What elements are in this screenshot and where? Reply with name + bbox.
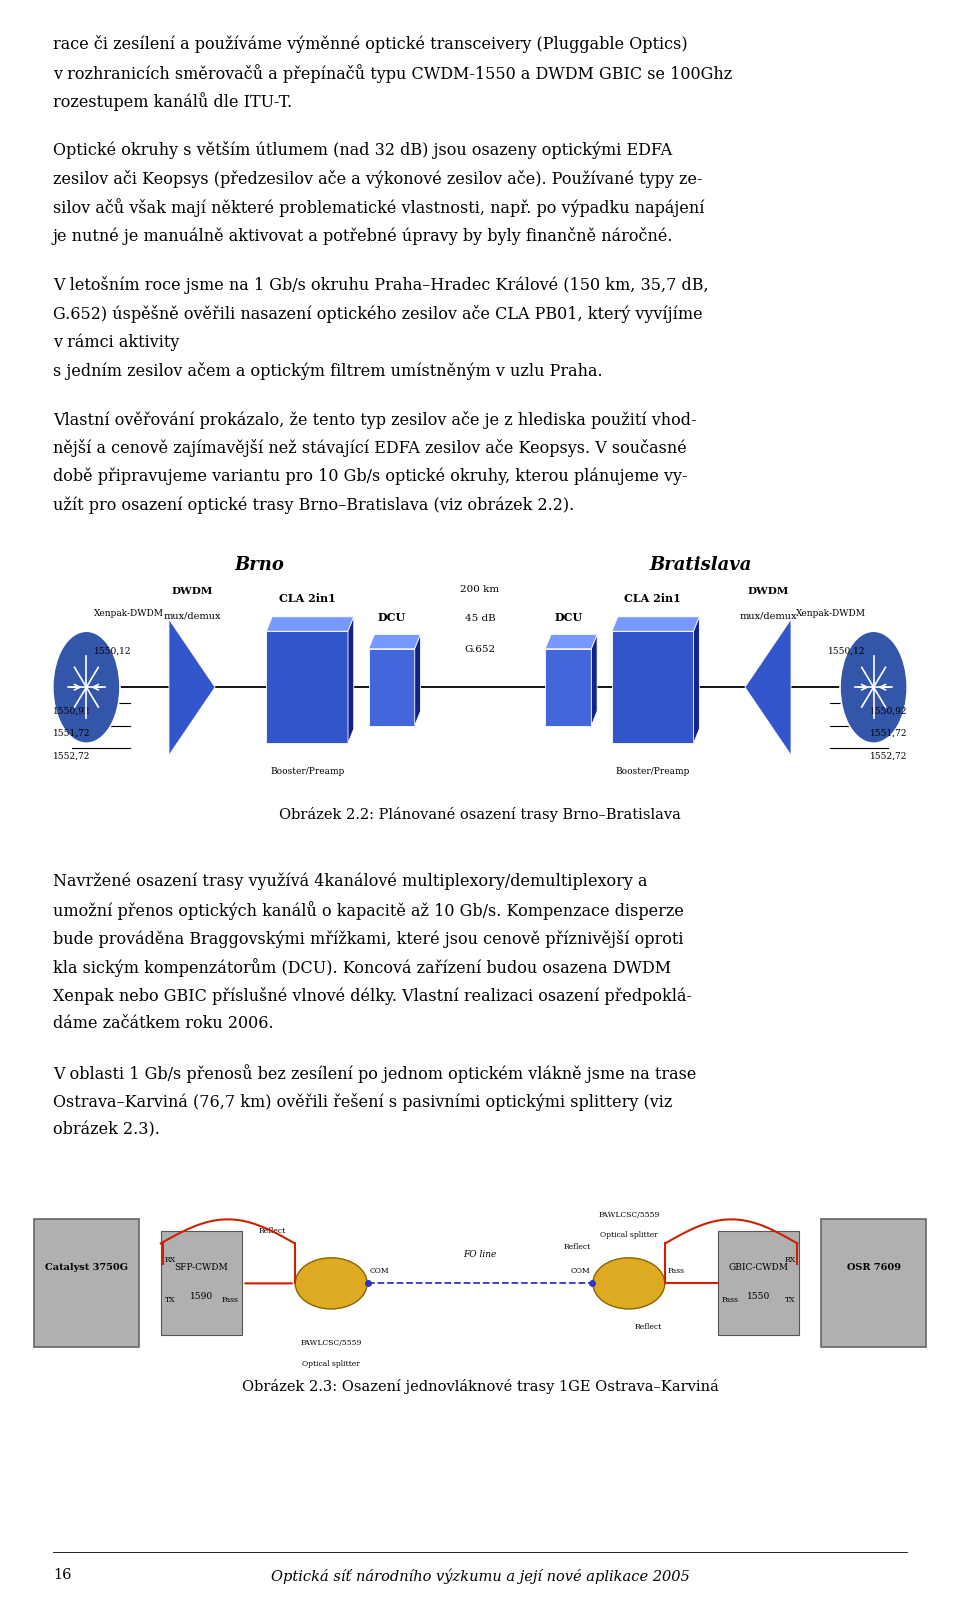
Text: rozestupem kanálů dle ITU-T.: rozestupem kanálů dle ITU-T. <box>53 93 292 110</box>
Text: 16: 16 <box>53 1568 71 1582</box>
Text: DCU: DCU <box>554 613 583 624</box>
Text: 1550,92: 1550,92 <box>870 707 907 715</box>
Text: silov ačů však mají některé problematické vlastnosti, např. po výpadku napájení: silov ačů však mají některé problematick… <box>53 198 705 218</box>
Ellipse shape <box>296 1258 368 1309</box>
Text: Obrázek 2.3: Osazení jednovláknové trasy 1GE Ostrava–Karviná: Obrázek 2.3: Osazení jednovláknové trasy… <box>242 1379 718 1394</box>
Text: RX: RX <box>784 1256 795 1264</box>
Polygon shape <box>415 635 420 726</box>
Text: Optical splitter: Optical splitter <box>600 1230 658 1238</box>
Text: Reflect: Reflect <box>564 1243 590 1251</box>
Circle shape <box>840 632 907 744</box>
Text: Xenpak nebo GBIC příslušné vlnové délky. Vlastní realizaci osazení předpoklá-: Xenpak nebo GBIC příslušné vlnové délky.… <box>53 987 692 1005</box>
FancyBboxPatch shape <box>34 1219 139 1347</box>
Text: PAWLCSC/5559: PAWLCSC/5559 <box>300 1339 362 1347</box>
FancyBboxPatch shape <box>821 1219 926 1347</box>
Polygon shape <box>348 618 353 744</box>
Polygon shape <box>745 619 791 755</box>
Text: CLA 2in1: CLA 2in1 <box>624 594 682 605</box>
Text: dáme začátkem roku 2006.: dáme začátkem roku 2006. <box>53 1016 274 1032</box>
FancyBboxPatch shape <box>267 632 348 744</box>
Text: COM: COM <box>571 1267 590 1275</box>
Text: Bratislava: Bratislava <box>650 557 752 574</box>
Polygon shape <box>612 618 699 632</box>
Text: Ostrava–Karviná (76,7 km) ověřili řešení s pasivními optickými splittery (viz: Ostrava–Karviná (76,7 km) ověřili řešení… <box>53 1093 672 1110</box>
Text: FO line: FO line <box>464 1250 496 1259</box>
Text: PAWLCSC/5559: PAWLCSC/5559 <box>598 1211 660 1219</box>
Text: 1550: 1550 <box>747 1291 770 1301</box>
FancyBboxPatch shape <box>369 650 415 726</box>
Text: bude prováděna Braggovskými mřížkami, které jsou cenově příznivější oproti: bude prováděna Braggovskými mřížkami, kt… <box>53 930 684 947</box>
Text: mux/demux: mux/demux <box>163 611 221 621</box>
Polygon shape <box>693 618 699 744</box>
Text: době připravujeme variantu pro 10 Gb/s optické okruhy, kterou plánujeme vy-: době připravujeme variantu pro 10 Gb/s o… <box>53 467 687 485</box>
Text: COM: COM <box>370 1267 389 1275</box>
Text: DWDM: DWDM <box>747 587 789 597</box>
Text: G.652) úspěšně ověřili nasazení optického zesilov ače CLA PB01, který vyvíjíme: G.652) úspěšně ověřili nasazení optickéh… <box>53 304 703 323</box>
Text: Pass: Pass <box>667 1267 684 1275</box>
Ellipse shape <box>593 1258 665 1309</box>
Text: mux/demux: mux/demux <box>739 611 797 621</box>
Text: V letošním roce jsme na 1 Gb/s okruhu Praha–Hradec Králové (150 km, 35,7 dB,: V letošním roce jsme na 1 Gb/s okruhu Pr… <box>53 277 708 294</box>
Text: Reflect: Reflect <box>258 1227 286 1235</box>
Text: Booster/Preamp: Booster/Preamp <box>615 768 690 776</box>
Polygon shape <box>169 619 215 755</box>
Text: zesilov ači Keopsys (předzesilov ače a výkonové zesilov ače). Používané typy ze-: zesilov ači Keopsys (předzesilov ače a v… <box>53 170 703 187</box>
Text: Xenpak-DWDM: Xenpak-DWDM <box>796 610 866 619</box>
Text: Obrázek 2.2: Plánované osazení trasy Brno–Bratislava: Obrázek 2.2: Plánované osazení trasy Brn… <box>279 808 681 822</box>
Text: Pass: Pass <box>222 1296 238 1304</box>
Text: Optická síť národního výzkumu a její nové aplikace 2005: Optická síť národního výzkumu a její nov… <box>271 1568 689 1584</box>
Text: race či zesílení a používáme výměnné optické transceivery (Pluggable Optics): race či zesílení a používáme výměnné opt… <box>53 35 687 53</box>
Text: Pass: Pass <box>722 1296 738 1304</box>
Text: 1550,12: 1550,12 <box>828 646 866 656</box>
Text: 1552,72: 1552,72 <box>53 752 90 760</box>
Text: OSR 7609: OSR 7609 <box>847 1262 900 1272</box>
Text: RX: RX <box>165 1256 176 1264</box>
Text: G.652: G.652 <box>465 645 495 654</box>
Text: užít pro osazení optické trasy Brno–Bratislava (viz obrázek 2.2).: užít pro osazení optické trasy Brno–Brat… <box>53 496 574 514</box>
Text: 1551,72: 1551,72 <box>870 730 907 738</box>
Text: Catalyst 3750G: Catalyst 3750G <box>45 1262 128 1272</box>
Text: 1550,92: 1550,92 <box>53 707 90 715</box>
Polygon shape <box>267 618 353 632</box>
Circle shape <box>53 632 120 744</box>
Text: umožní přenos optických kanálů o kapacitě až 10 Gb/s. Kompenzace disperze: umožní přenos optických kanálů o kapacit… <box>53 901 684 920</box>
Text: 200 km: 200 km <box>461 586 499 595</box>
Text: Booster/Preamp: Booster/Preamp <box>270 768 345 776</box>
Text: GBIC-CWDM: GBIC-CWDM <box>729 1262 788 1272</box>
Polygon shape <box>545 635 597 650</box>
FancyBboxPatch shape <box>545 650 591 726</box>
Text: Reflect: Reflect <box>635 1323 661 1331</box>
Text: je nutné je manuálně aktivovat a potřebné úpravy by byly finančně náročné.: je nutné je manuálně aktivovat a potřebn… <box>53 227 673 245</box>
Text: CLA 2in1: CLA 2in1 <box>278 594 336 605</box>
Text: DWDM: DWDM <box>171 587 213 597</box>
Text: 1590: 1590 <box>190 1291 213 1301</box>
Polygon shape <box>369 635 420 650</box>
Text: Navržené osazení trasy využívá 4kanálové multiplexory/demultiplexory a: Navržené osazení trasy využívá 4kanálové… <box>53 874 647 890</box>
Text: 1552,72: 1552,72 <box>870 752 907 760</box>
Text: obrázek 2.3).: obrázek 2.3). <box>53 1122 159 1139</box>
FancyBboxPatch shape <box>612 632 693 744</box>
Text: v rozhranicích směrovаčů a přepínačů typu CWDM-1550 a DWDM GBIC se 100Ghz: v rozhranicích směrovаčů a přepínačů typ… <box>53 64 732 83</box>
Text: TX: TX <box>785 1296 795 1304</box>
Text: Vlastní ověřování prokázalo, že tento typ zesilov ače je z hlediska použití vhod: Vlastní ověřování prokázalo, že tento ty… <box>53 411 696 429</box>
Polygon shape <box>591 635 597 726</box>
Text: TX: TX <box>165 1296 175 1304</box>
Text: SFP-CWDM: SFP-CWDM <box>175 1262 228 1272</box>
Text: V oblasti 1 Gb/s přenosů bez zesílení po jednom optickém vlákně jsme na trase: V oblasti 1 Gb/s přenosů bez zesílení po… <box>53 1064 696 1083</box>
Text: DCU: DCU <box>377 613 406 624</box>
Text: 1551,72: 1551,72 <box>53 730 90 738</box>
Text: 45 dB: 45 dB <box>465 614 495 624</box>
Text: Brno: Brno <box>234 557 284 574</box>
Text: Optické okruhy s větším útlumem (nad 32 dB) jsou osazeny optickými EDFA: Optické okruhy s větším útlumem (nad 32 … <box>53 141 672 160</box>
Text: Optical splitter: Optical splitter <box>302 1360 360 1368</box>
Text: nější a cenově zajímavější než stávající EDFA zesilov ače Keopsys. V současné: nější a cenově zajímavější než stávající… <box>53 440 686 458</box>
Text: kla sickým kompenzátorům (DCU). Koncová zařízení budou osazena DWDM: kla sickým kompenzátorům (DCU). Koncová … <box>53 958 671 978</box>
FancyBboxPatch shape <box>718 1232 799 1336</box>
FancyBboxPatch shape <box>160 1232 242 1336</box>
Text: 1550,12: 1550,12 <box>94 646 132 656</box>
Text: Xenpak-DWDM: Xenpak-DWDM <box>94 610 164 619</box>
Text: v rámci aktivity: v rámci aktivity <box>53 333 184 350</box>
Text: s jedním zesilov ačem a optickým filtrem umístněným v uzlu Praha.: s jedním zesilov ačem a optickým filtrem… <box>53 362 603 379</box>
